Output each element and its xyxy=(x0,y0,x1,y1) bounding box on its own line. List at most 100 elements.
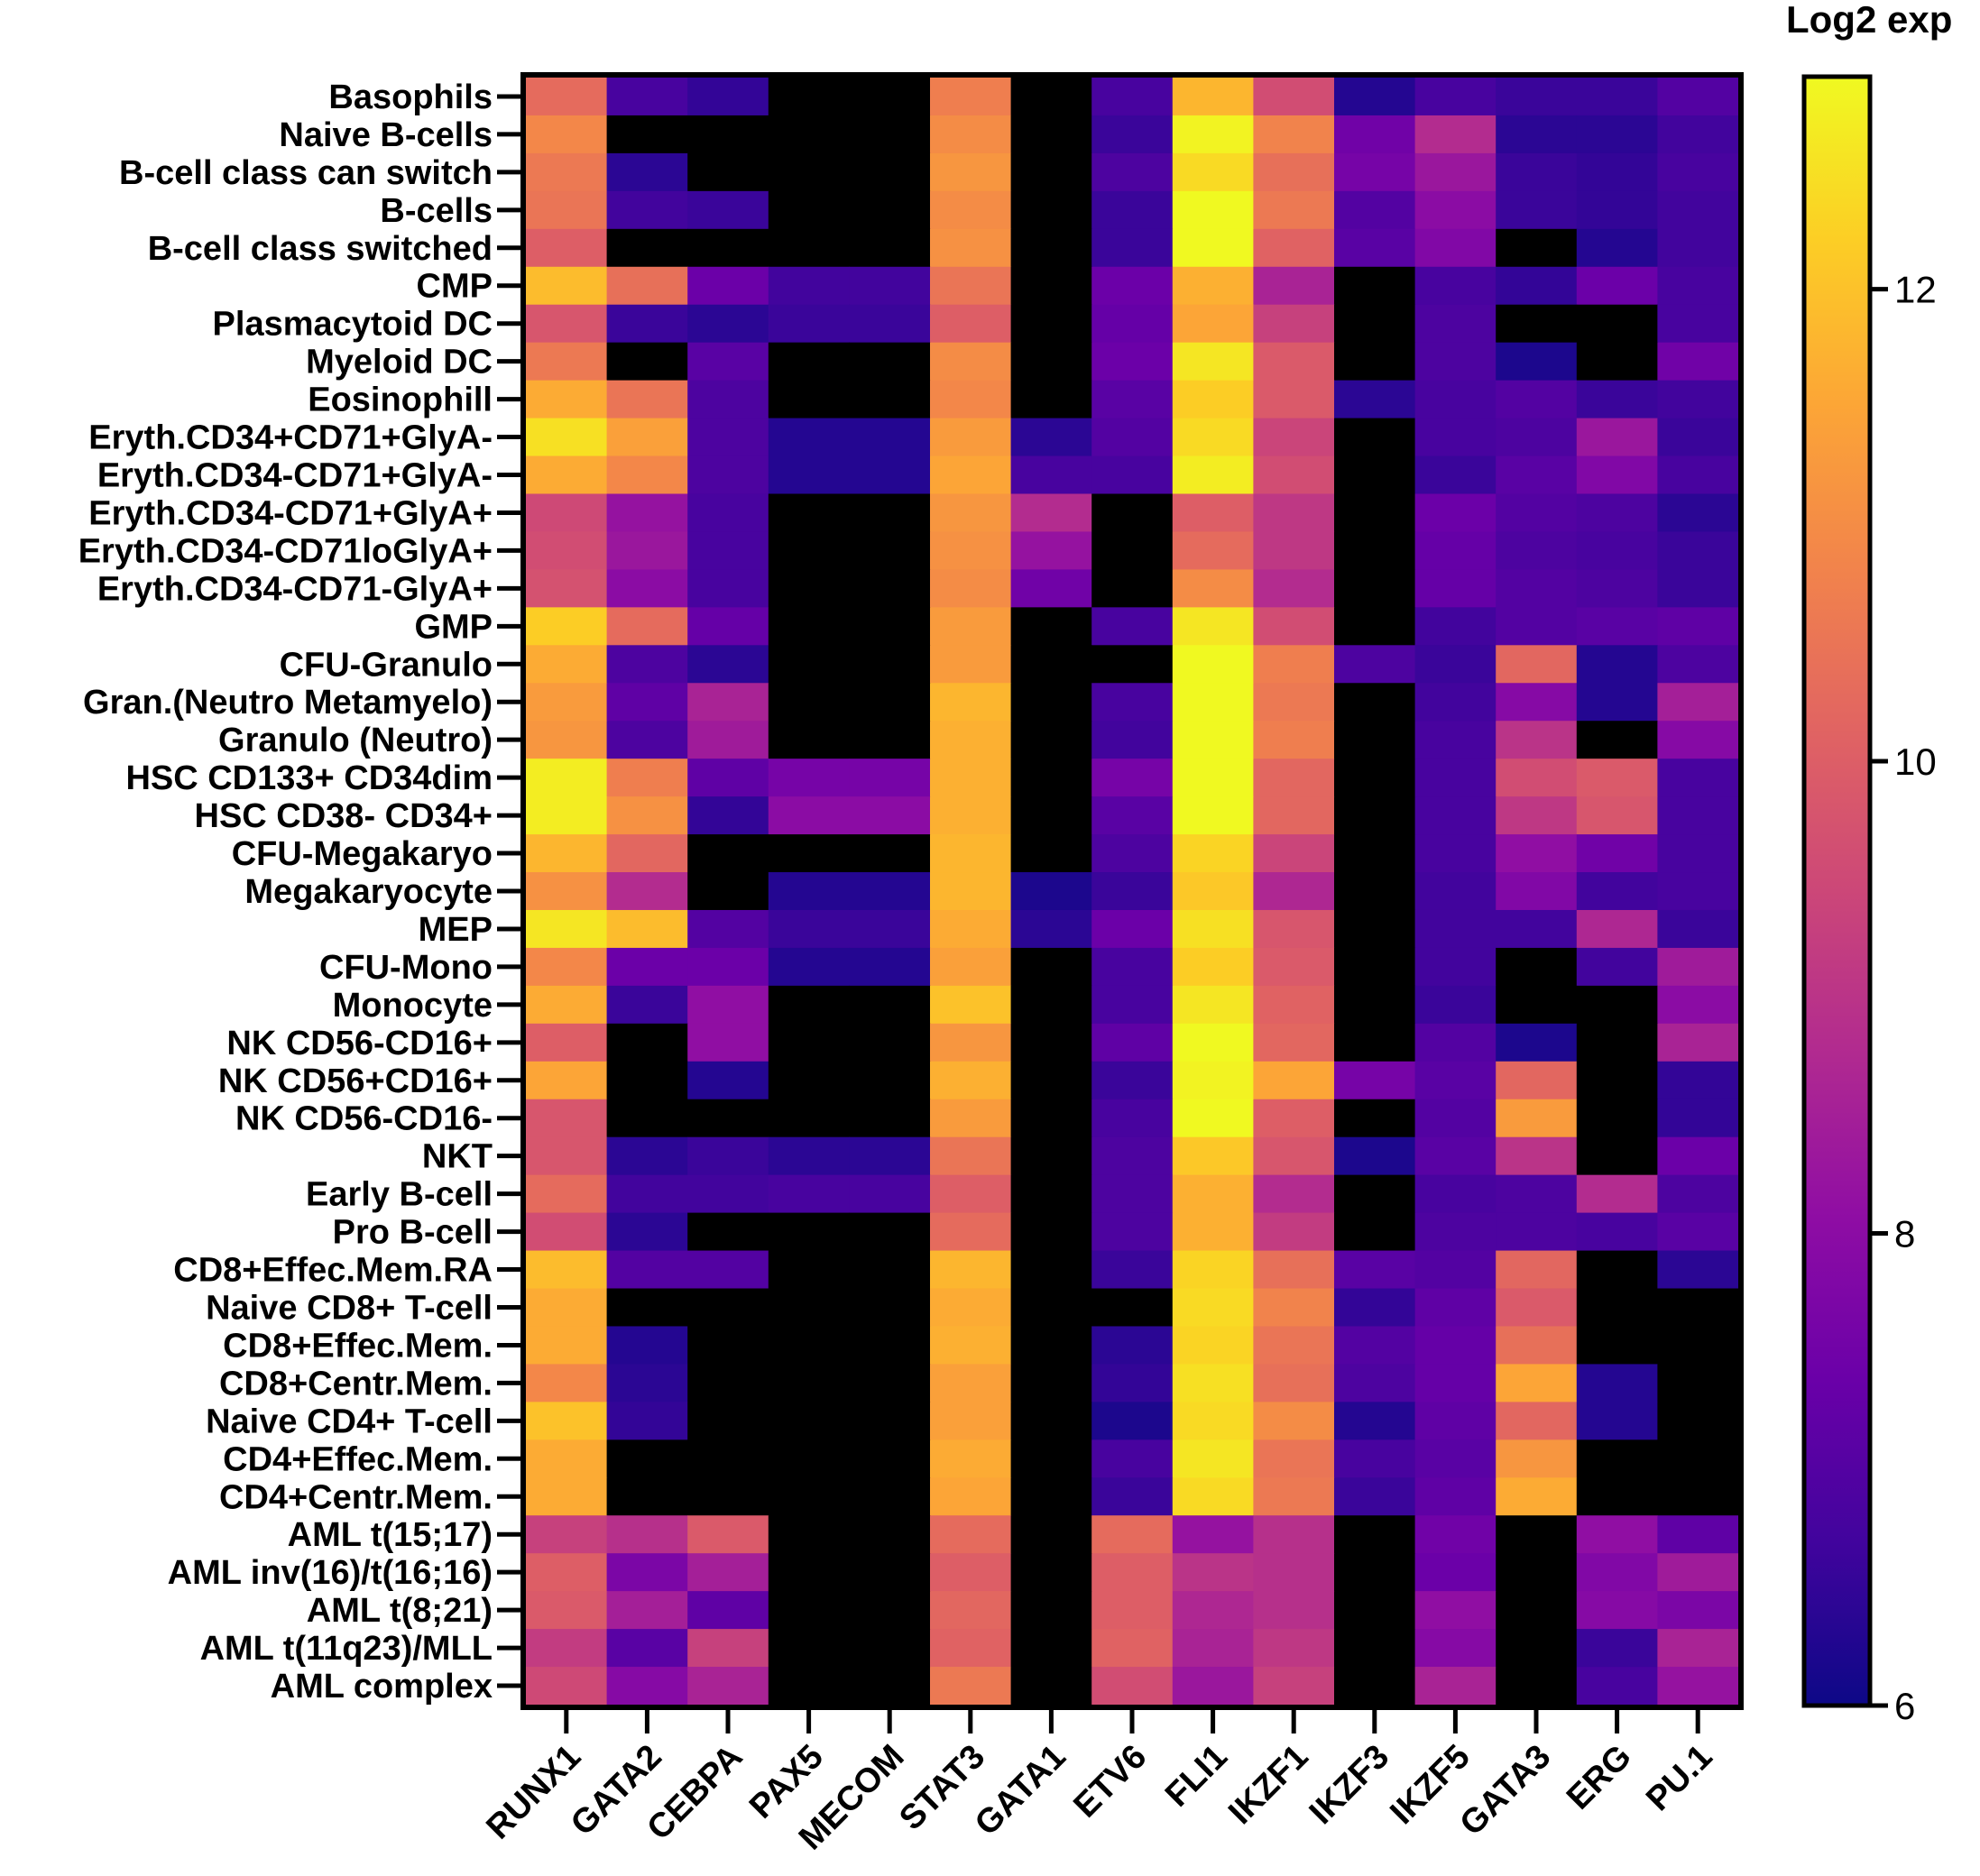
row-label: Naive B-cells xyxy=(279,116,493,154)
heatmap-cell xyxy=(1172,1477,1254,1516)
heatmap-cell xyxy=(1010,872,1092,911)
heatmap-cell xyxy=(1172,304,1254,344)
heatmap-cell xyxy=(606,1136,688,1176)
heatmap-cell xyxy=(1253,304,1335,344)
heatmap-cell xyxy=(526,721,608,759)
heatmap-cell xyxy=(606,228,688,268)
heatmap-cell xyxy=(1253,493,1335,533)
heatmap-cell xyxy=(1253,1591,1335,1630)
heatmap-cell xyxy=(1334,909,1416,949)
heatmap-cell xyxy=(930,266,1012,306)
heatmap-cell xyxy=(606,645,688,684)
heatmap-cell xyxy=(930,683,1012,722)
heatmap-cell xyxy=(1253,1288,1335,1328)
colorbar-tick-label: 6 xyxy=(1894,1685,1915,1727)
heatmap-cell xyxy=(1253,1136,1335,1176)
heatmap-cell xyxy=(1172,1288,1254,1328)
heatmap-cell xyxy=(1414,152,1497,192)
heatmap-cell xyxy=(768,418,850,457)
heatmap-cell xyxy=(1496,569,1578,608)
heatmap-cell xyxy=(768,493,850,533)
heatmap-cell xyxy=(1576,1250,1658,1290)
heatmap-cell xyxy=(526,190,608,230)
heatmap-cell xyxy=(1010,569,1092,608)
heatmap-cell xyxy=(930,1099,1012,1138)
row-label: AML complex xyxy=(271,1668,493,1706)
heatmap-cell xyxy=(606,1326,688,1366)
heatmap-cell xyxy=(1253,721,1335,759)
heatmap-cell xyxy=(687,1667,769,1706)
heatmap-cell xyxy=(1010,1099,1092,1138)
heatmap-cell xyxy=(930,1364,1012,1402)
heatmap-cell xyxy=(1657,1023,1739,1062)
heatmap-cell xyxy=(1657,796,1739,835)
heatmap-cell xyxy=(1657,115,1739,154)
heatmap-cell xyxy=(1414,1061,1497,1100)
heatmap-cell xyxy=(849,380,931,419)
heatmap-cell xyxy=(687,1136,769,1176)
heatmap-cell xyxy=(1576,759,1658,797)
heatmap-cell xyxy=(1253,1477,1335,1516)
heatmap-cell xyxy=(930,418,1012,457)
heatmap-cell xyxy=(1172,1553,1254,1592)
heatmap-cell xyxy=(1253,152,1335,192)
heatmap-cell xyxy=(930,645,1012,684)
heatmap-cell xyxy=(526,1061,608,1100)
row-label: NK CD56-CD16+ xyxy=(226,1025,493,1062)
row-label: Naive CD8+ T-cell xyxy=(206,1289,493,1327)
heatmap-cell xyxy=(1091,455,1174,495)
heatmap-cell xyxy=(606,1667,688,1706)
heatmap-cell xyxy=(1496,1402,1578,1440)
heatmap-cell xyxy=(1496,266,1578,306)
heatmap-cell xyxy=(1253,531,1335,570)
heatmap-cell xyxy=(606,721,688,759)
row-label: Monocyte xyxy=(333,987,493,1025)
heatmap-cell xyxy=(1091,872,1174,911)
heatmap-cell xyxy=(849,645,931,684)
heatmap-cell xyxy=(1253,380,1335,419)
heatmap-cell xyxy=(768,1023,850,1062)
heatmap-cell xyxy=(1496,1212,1578,1252)
heatmap-cell xyxy=(1334,190,1416,230)
heatmap-cell xyxy=(526,342,608,382)
heatmap-cell xyxy=(687,834,769,873)
heatmap-cell xyxy=(1414,1402,1497,1440)
heatmap-cell xyxy=(930,985,1012,1025)
heatmap-cell xyxy=(1657,1553,1739,1592)
heatmap-cell xyxy=(1657,1515,1739,1554)
heatmap-cell xyxy=(1334,796,1416,835)
heatmap-cell xyxy=(768,1250,850,1290)
heatmap-cell xyxy=(1496,1667,1578,1706)
row-label: Eryth.CD34-CD71+GlyA- xyxy=(97,457,493,495)
heatmap-cell xyxy=(1657,1136,1739,1176)
heatmap-cell xyxy=(1172,909,1254,949)
heatmap-cell xyxy=(606,872,688,911)
heatmap-cell xyxy=(1496,759,1578,797)
heatmap-cell xyxy=(1010,418,1092,457)
heatmap-cell xyxy=(1576,78,1658,116)
heatmap-cell xyxy=(687,78,769,116)
row-label: B-cells xyxy=(380,192,493,230)
heatmap-cell xyxy=(1657,1174,1739,1214)
heatmap-cell xyxy=(768,152,850,192)
row-label: Eryth.CD34-CD71loGlyA+ xyxy=(78,532,493,570)
heatmap-cell xyxy=(1414,947,1497,987)
heatmap-cell xyxy=(1657,1288,1739,1328)
heatmap-cell xyxy=(930,1023,1012,1062)
heatmap-cell xyxy=(526,1553,608,1592)
heatmap-cell xyxy=(849,1553,931,1592)
heatmap-cell xyxy=(1334,872,1416,911)
heatmap-cell xyxy=(768,834,850,873)
heatmap-cell xyxy=(526,1174,608,1214)
heatmap-cell xyxy=(526,759,608,797)
heatmap-cell xyxy=(1576,380,1658,419)
col-label: GATA3 xyxy=(1453,1738,1559,1844)
heatmap-cell xyxy=(1657,834,1739,873)
heatmap-cell xyxy=(526,418,608,457)
heatmap-cell xyxy=(1172,1439,1254,1478)
heatmap-cell xyxy=(1496,115,1578,154)
heatmap-cell xyxy=(1496,1326,1578,1366)
heatmap-cell xyxy=(930,721,1012,759)
heatmap-cell xyxy=(1414,1099,1497,1138)
heatmap-cell xyxy=(1576,1553,1658,1592)
